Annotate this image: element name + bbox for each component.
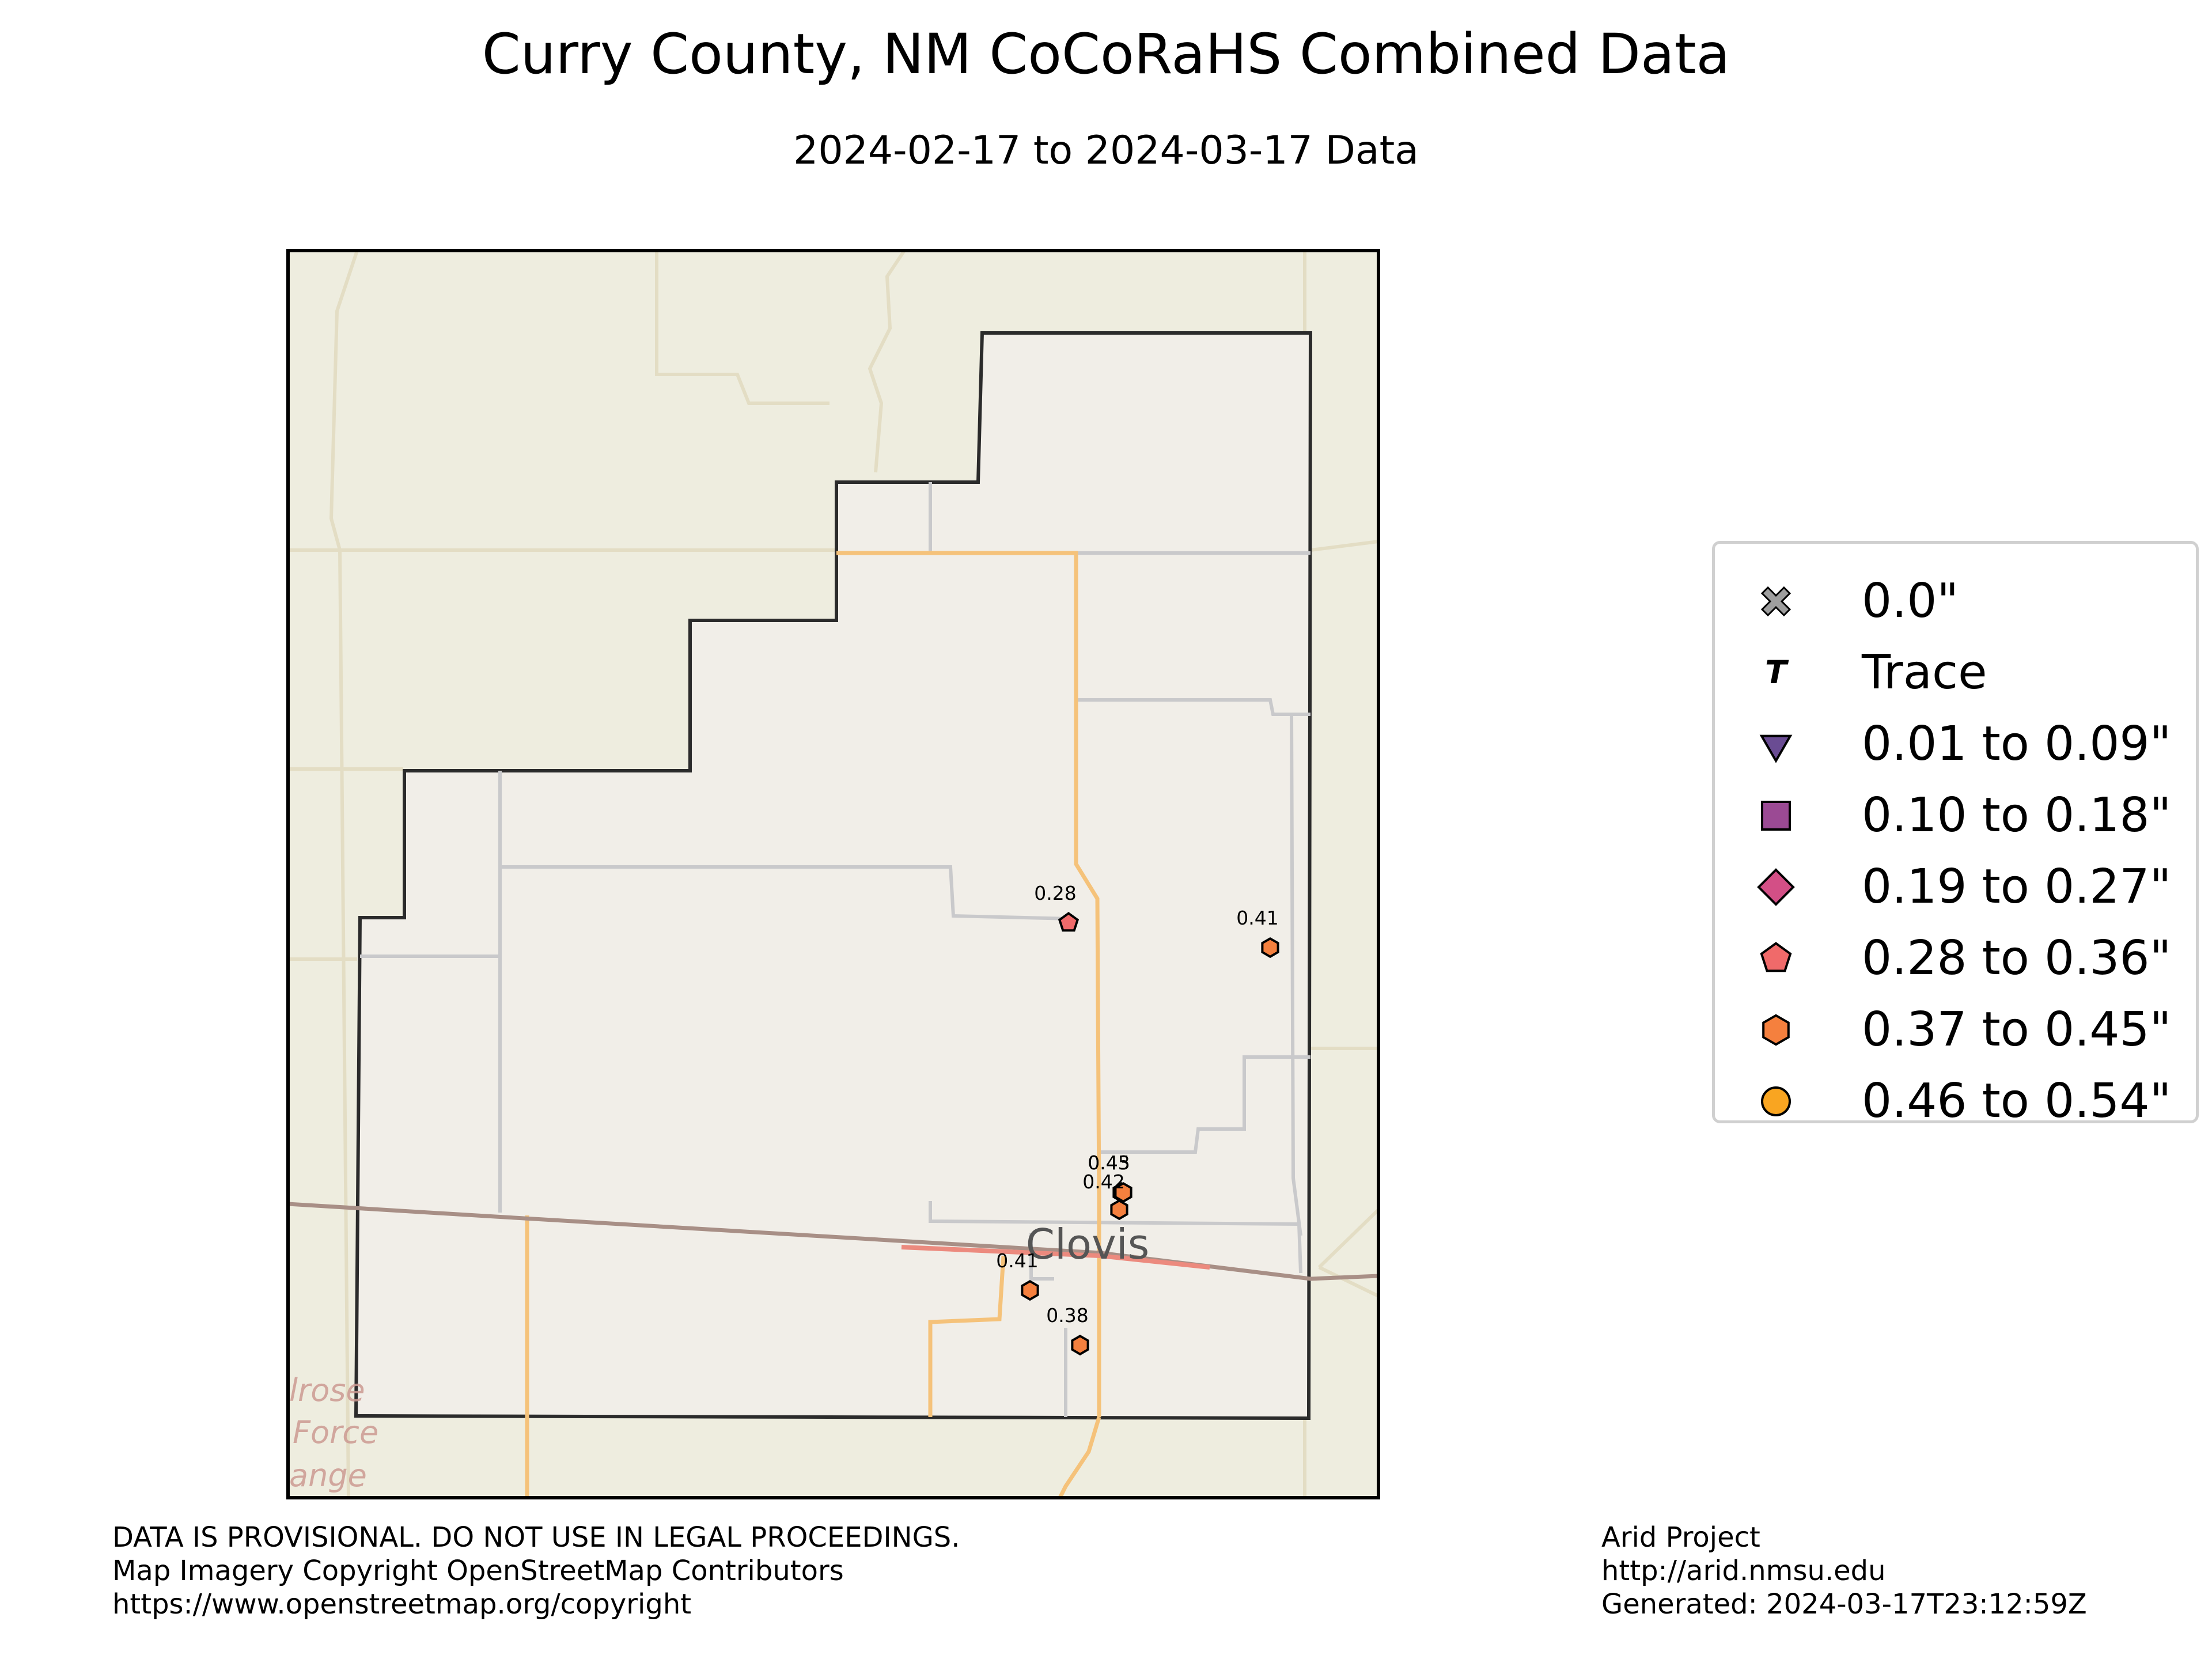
road-east-short [1310,540,1378,552]
road-gray-9 [929,1201,1302,1274]
legend-hexagon-icon [1762,1014,1790,1046]
svg-text:T: T [1765,654,1789,691]
legend-square-icon [1761,801,1791,831]
chart-title: Curry County, NM CoCoRaHS Combined Data [482,22,1730,86]
legend-circle-icon [1761,1086,1791,1116]
road-north-bend [655,251,830,405]
station-value-label: 0.43 [1088,1152,1130,1174]
legend-triangle-down-icon [1759,734,1793,763]
map-frame [286,249,1380,1499]
road-north-curve [868,251,906,473]
station-marker-hexagon-icon [1071,1334,1089,1356]
station-markers: 0.28 0.41 0.450.430.42 0.41 0.38 [996,882,1279,1356]
station-1: 0.41 [1236,907,1279,959]
partial-place-labels: lrose Force ange [289,1372,378,1494]
road-east-diagonal [1317,1208,1378,1269]
station-5: 0.41 [996,1249,1039,1301]
legend-label: 0.0" [1862,574,1959,628]
footer-osm-credit: Map Imagery Copyright OpenStreetMap Cont… [112,1555,844,1587]
partial-label-3: ange [289,1457,367,1494]
legend-item: 0.37 to 0.45" [1715,1001,2196,1059]
road-east-diagonal-2 [1318,1266,1378,1298]
legend-item: T Trace [1715,644,2196,702]
legend-label: 0.19 to 0.27" [1862,859,2172,914]
station-0: 0.28 [1034,882,1080,932]
legend-x-cross-icon [1760,586,1791,617]
highway-segment [901,1245,1210,1270]
station-value-label: 0.28 [1034,882,1076,904]
legend-item: 0.10 to 0.18" [1715,787,2196,844]
partial-label-2: Force [293,1414,378,1450]
legend-T-icon: T [1765,654,1789,691]
legend-item: 0.01 to 0.09" [1715,715,2196,773]
station-marker-pentagon-icon [1058,912,1080,932]
station-6: 0.38 [1046,1304,1089,1356]
legend-label: 0.01 to 0.09" [1862,717,2172,771]
legend-item: 0.0" [1715,573,2196,630]
legend-item: 0.19 to 0.27" [1715,858,2196,916]
footer-project-url: http://arid.nmsu.edu [1601,1555,1886,1587]
chart-subtitle: 2024-02-17 to 2024-03-17 Data [793,128,1419,173]
station-value-label: 0.41 [996,1249,1038,1272]
partial-label-1: lrose [289,1372,365,1408]
legend-item: 0.46 to 0.54" [1715,1073,2196,1130]
station-marker-hexagon-icon [1114,1181,1132,1203]
footer-disclaimer: DATA IS PROVISIONAL. DO NOT USE IN LEGAL… [112,1521,960,1554]
road-gray-2 [500,865,1072,921]
station-marker-hexagon-icon [1110,1199,1128,1221]
legend-label: 0.10 to 0.18" [1862,788,2172,843]
railroad-line [288,1202,1378,1281]
footer-osm-url: https://www.openstreetmap.org/copyright [112,1588,692,1620]
legend-pentagon-icon [1760,942,1792,972]
station-3: 0.43 [1088,1152,1132,1203]
station-value-label: 0.42 [1082,1171,1124,1193]
legend-label: 0.46 to 0.54" [1862,1074,2172,1128]
footer-generated: Generated: 2024-03-17T23:12:59Z [1601,1588,2087,1620]
road-gray-8 [1100,1055,1310,1154]
road-orange-south [928,1255,1006,1417]
city-label: Clovis [1026,1220,1149,1268]
station-value-label: 0.45 [1088,1152,1130,1174]
road-orange-north-south [836,551,1101,1417]
legend-label: 0.28 to 0.36" [1862,931,2172,986]
footer-project: Arid Project [1601,1521,1760,1554]
station-marker-hexagon-icon [1261,937,1279,959]
station-value-label: 0.38 [1046,1304,1088,1327]
footer-right: Arid Project http://arid.nmsu.edu Genera… [1601,1521,2087,1621]
county-boundary [354,331,1313,1421]
legend-item: 0.28 to 0.36" [1715,930,2196,987]
legend-diamond-icon [1757,868,1795,906]
footer-left: DATA IS PROVISIONAL. DO NOT USE IN LEGAL… [112,1521,960,1621]
legend-label: Trace [1862,645,1987,700]
legend: 0.0" T Trace 0.01 to 0.09" 0.10 to 0.18" 0.19… [1712,541,2199,1128]
station-value-label: 0.41 [1236,907,1278,929]
station-4: 0.42 [1082,1171,1128,1221]
map-orange-roads [525,551,1101,1498]
legend-label: 0.37 to 0.45" [1862,1002,2172,1057]
station-marker-hexagon-icon [1021,1279,1039,1301]
road-gray-7 [1290,714,1302,1236]
road-west-vertical [329,251,359,1498]
road-orange-exit [1058,1416,1101,1498]
